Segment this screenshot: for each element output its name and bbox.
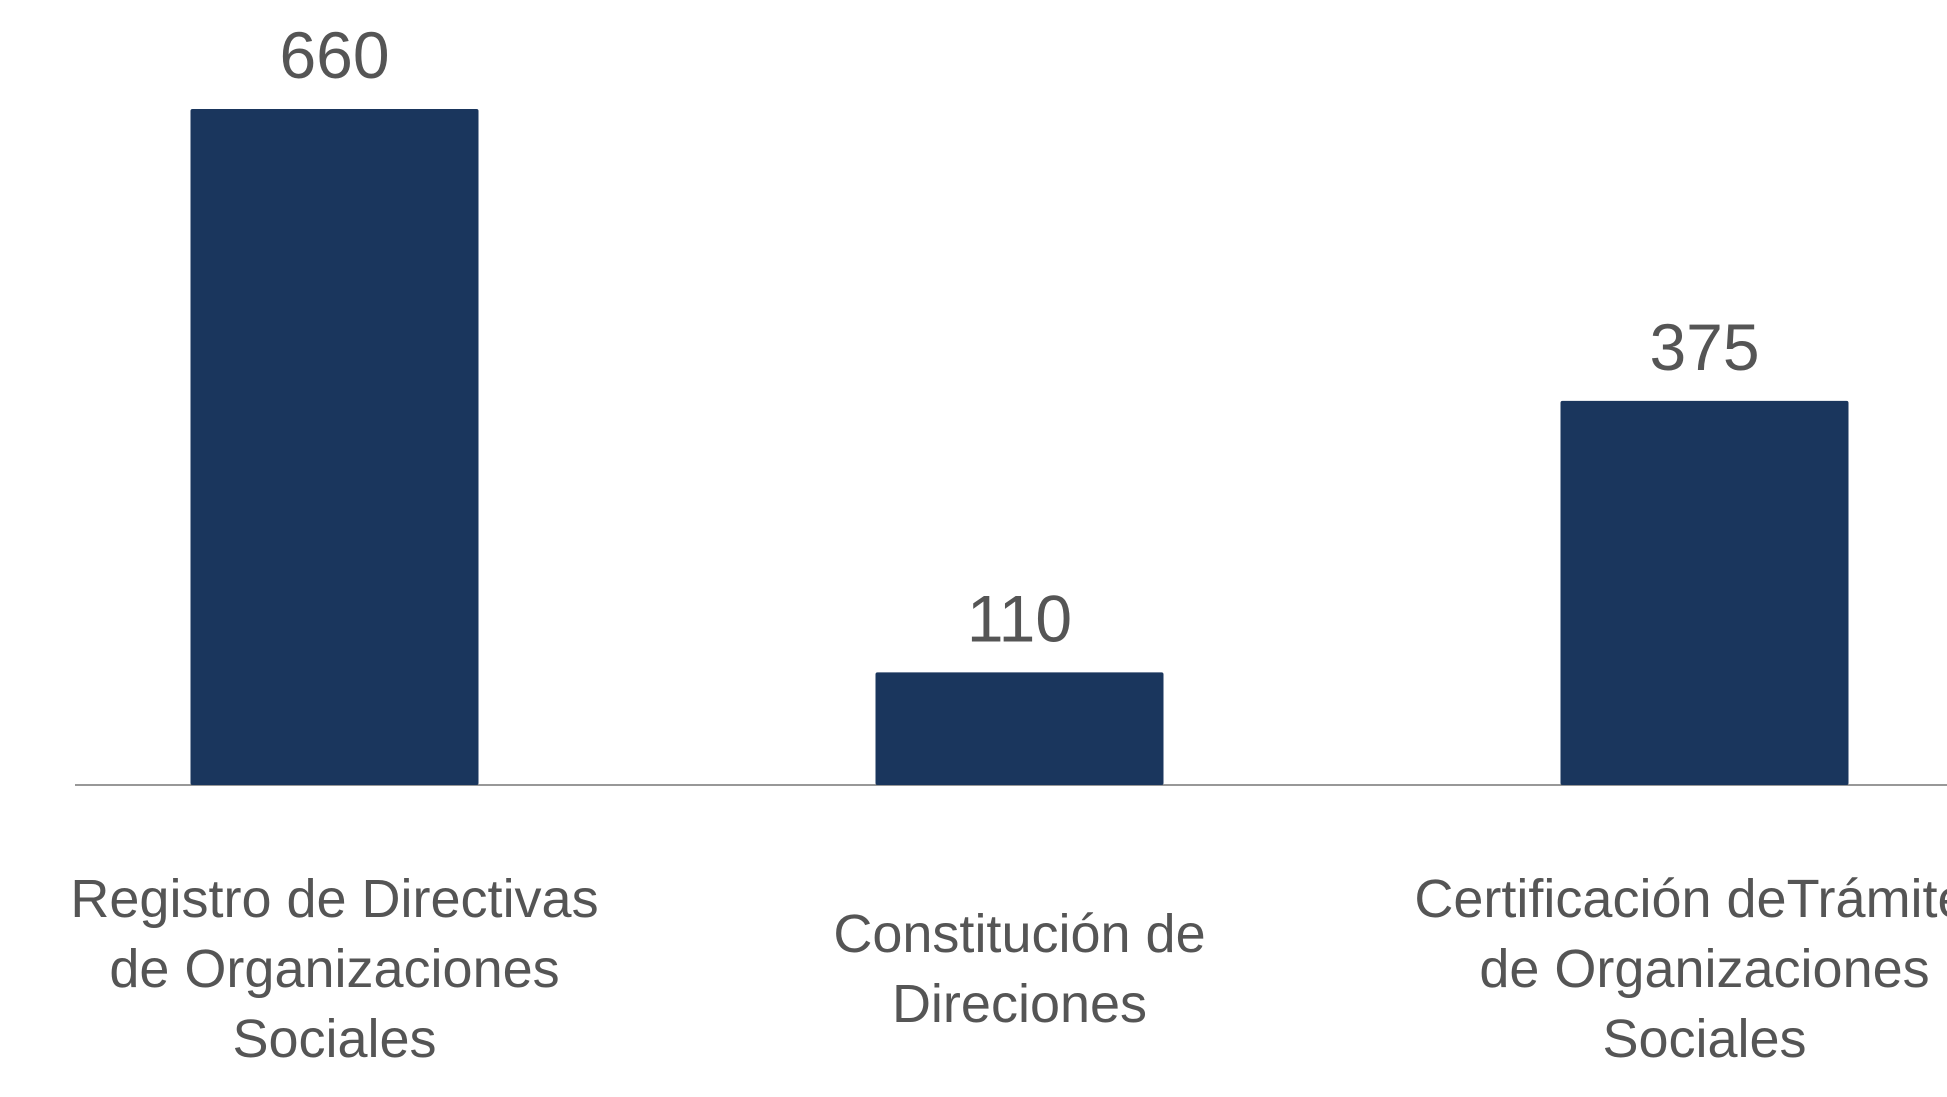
value-label: 660 bbox=[279, 18, 389, 92]
category-label-line: Registro de Directivas bbox=[70, 869, 598, 929]
category-label-line: Direciones bbox=[892, 974, 1147, 1034]
category-label: Certificación deTrámites de Organizacione… bbox=[1414, 869, 1947, 1069]
category-label-line: Constitución de bbox=[833, 904, 1205, 964]
value-label: 375 bbox=[1649, 310, 1759, 384]
category-label: Registro de Directivas de Organizaciones S… bbox=[70, 869, 598, 1069]
category-label-line: de Organizaciones bbox=[1479, 939, 1929, 999]
value-label: 110 bbox=[967, 581, 1072, 655]
bar bbox=[875, 672, 1164, 785]
category-label-line: Sociales bbox=[1602, 1009, 1806, 1069]
category-label-line: Sociales bbox=[232, 1009, 436, 1069]
bar bbox=[1560, 400, 1849, 785]
category-label: Constitución de Direciones bbox=[833, 904, 1205, 1034]
category-label-line: Certificación deTrámites bbox=[1414, 869, 1947, 929]
category-label-line: de Organizaciones bbox=[109, 939, 559, 999]
bar bbox=[190, 109, 479, 785]
